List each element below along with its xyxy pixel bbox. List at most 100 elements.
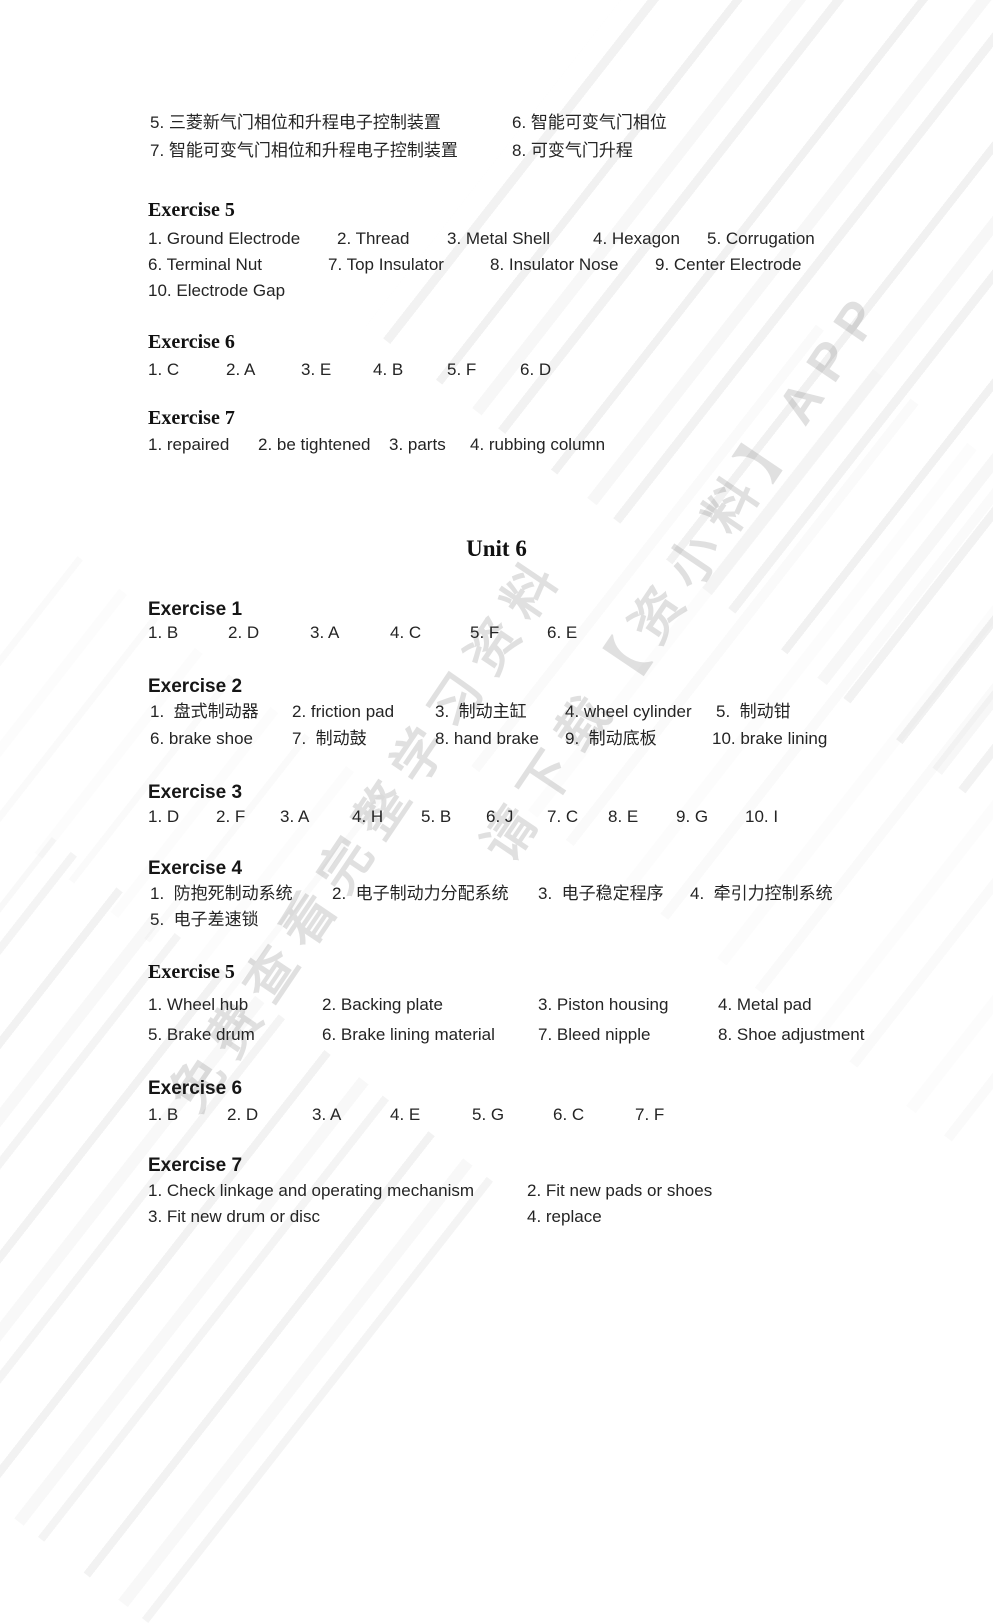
answer-item: 3. A: [312, 1105, 342, 1124]
answer-item: 3. E: [301, 360, 332, 379]
unit-title: Unit 6: [466, 536, 527, 561]
answer-item: 4. Hexagon: [593, 229, 680, 248]
section-heading-exercise-6: Exercise 6: [148, 1078, 243, 1099]
answer-item: 5. 电子差速锁: [150, 910, 259, 929]
answer-item: 4. B: [373, 360, 404, 379]
answer-item: 7. C: [547, 807, 579, 826]
answer-row: 3. Fit new drum or disc 4. replace: [0, 1206, 993, 1230]
answer-item: 9. G: [676, 807, 709, 826]
answer-item: 10. Electrode Gap: [148, 281, 286, 300]
answer-item: 1. Check linkage and operating mechanism: [148, 1181, 475, 1200]
answer-item: 1. B: [148, 1105, 179, 1124]
answer-row: 7. 智能可变气门相位和升程电子控制装置 8. 可变气门升程: [0, 140, 993, 164]
section-heading-exercise-7: Exercise 7: [148, 407, 235, 429]
answer-row: 1. repaired 2. be tightened 3. parts 4. …: [0, 434, 993, 458]
answer-item: 8. hand brake: [435, 729, 539, 748]
answer-item: 5. Brake drum: [148, 1025, 255, 1044]
section-heading-exercise-6: Exercise 6: [148, 331, 235, 353]
section-heading-exercise-3: Exercise 3: [148, 782, 243, 803]
answer-item: 2. D: [227, 1105, 259, 1124]
answer-row: 5. 电子差速锁: [0, 909, 993, 933]
answer-item: 1. 盘式制动器: [150, 702, 259, 721]
answer-item: 5. B: [421, 807, 452, 826]
answer-item: 3. Metal Shell: [447, 229, 550, 248]
answer-item: 6. D: [520, 360, 552, 379]
answer-item: 6. Terminal Nut: [148, 255, 263, 274]
answer-item: 1. D: [148, 807, 180, 826]
section-heading-exercise-1: Exercise 1: [148, 599, 243, 620]
answer-item: 6. Brake lining material: [322, 1025, 495, 1044]
answer-item: 8. Insulator Nose: [490, 255, 619, 274]
answer-item: 2. A: [226, 360, 256, 379]
answer-item: 6. E: [547, 623, 578, 642]
answer-row: 6. Terminal Nut 7. Top Insulator 8. Insu…: [0, 254, 993, 278]
answer-row: 5. Brake drum 6. Brake lining material 7…: [0, 1024, 993, 1048]
answer-row: 1. Ground Electrode 2. Thread 3. Metal S…: [0, 228, 993, 252]
answer-item: 7. Top Insulator: [328, 255, 444, 274]
answer-row: 1. Check linkage and operating mechanism…: [0, 1180, 993, 1204]
answer-row: 1. 防抱死制动系统 2. 电子制动力分配系统 3. 电子稳定程序 4. 牵引力…: [0, 883, 993, 907]
section-heading-exercise-7: Exercise 7: [148, 1155, 243, 1176]
answer-item: 1. Wheel hub: [148, 995, 249, 1014]
answer-item: 1. C: [148, 360, 180, 379]
answer-item: 8. Shoe adjustment: [718, 1025, 865, 1044]
answer-item: 1. Ground Electrode: [148, 229, 301, 248]
answer-item: 5. 制动钳: [716, 702, 791, 721]
answer-item: 7. F: [635, 1105, 665, 1124]
answer-item: 7. 智能可变气门相位和升程电子控制装置: [150, 141, 458, 160]
answer-item: 2. F: [216, 807, 246, 826]
section-heading-exercise-2: Exercise 2: [148, 676, 243, 697]
answer-item: 10. I: [745, 807, 779, 826]
answer-item: 5. 三菱新气门相位和升程电子控制装置: [150, 113, 441, 132]
answer-item: 1. 防抱死制动系统: [150, 884, 293, 903]
answer-item: 2. D: [228, 623, 260, 642]
answer-item: 3. 制动主缸: [435, 702, 527, 721]
answer-item: 3. Fit new drum or disc: [148, 1207, 320, 1226]
answer-item: 5. F: [447, 360, 477, 379]
answer-item: 2. Thread: [337, 229, 410, 248]
answer-item: 3. 电子稳定程序: [538, 884, 664, 903]
answer-item: 6. J: [486, 807, 514, 826]
answer-item: 6. C: [553, 1105, 585, 1124]
answer-item: 4. Metal pad: [718, 995, 812, 1014]
answer-item: 3. parts: [389, 435, 446, 454]
answer-item: 9. Center Electrode: [655, 255, 802, 274]
answer-item: 10. brake lining: [712, 729, 828, 748]
answer-item: 8. E: [608, 807, 639, 826]
section-heading-exercise-5: Exercise 5: [148, 199, 235, 221]
answer-item: 2. friction pad: [292, 702, 395, 721]
answer-item: 3. A: [310, 623, 340, 642]
answer-row: 1. C 2. A 3. E 4. B 5. F 6. D: [0, 359, 993, 383]
answer-item: 2. Backing plate: [322, 995, 443, 1014]
answer-item: 6. brake shoe: [150, 729, 254, 748]
answer-item: 9. 制动底板: [565, 729, 657, 748]
answer-item: 3. A: [280, 807, 310, 826]
answer-item: 6. 智能可变气门相位: [512, 113, 667, 132]
answer-item: 7. Bleed nipple: [538, 1025, 651, 1044]
answer-item: 3. Piston housing: [538, 995, 669, 1014]
section-heading-exercise-4: Exercise 4: [148, 858, 243, 879]
answer-row: 1. B 2. D 3. A 4. E 5. G 6. C 7. F: [0, 1104, 993, 1128]
section-heading-exercise-5: Exercise 5: [148, 961, 235, 983]
answer-item: 4. 牵引力控制系统: [690, 884, 833, 903]
answer-row: 1. B 2. D 3. A 4. C 5. F 6. E: [0, 622, 993, 646]
answer-row: 5. 三菱新气门相位和升程电子控制装置 6. 智能可变气门相位: [0, 112, 993, 136]
answer-item: 2. 电子制动力分配系统: [332, 884, 509, 903]
answer-item: 5. F: [470, 623, 500, 642]
answer-item: 4. rubbing column: [470, 435, 606, 454]
answer-item: 4. replace: [527, 1207, 602, 1226]
answer-item: 7. 制动鼓: [292, 729, 367, 748]
answer-item: 1. repaired: [148, 435, 230, 454]
answer-item: 5. G: [472, 1105, 505, 1124]
answer-row: 6. brake shoe 7. 制动鼓 8. hand brake 9. 制动…: [0, 728, 993, 752]
answer-item: 8. 可变气门升程: [512, 141, 633, 160]
answer-item: 2. Fit new pads or shoes: [527, 1181, 713, 1200]
answer-item: 1. B: [148, 623, 179, 642]
answer-item: 2. be tightened: [258, 435, 371, 454]
answer-row: 10. Electrode Gap: [0, 280, 993, 304]
answer-row: 1. D 2. F 3. A 4. H 5. B 6. J 7. C 8. E …: [0, 806, 993, 830]
answer-row: 1. Wheel hub 2. Backing plate 3. Piston …: [0, 994, 993, 1018]
answer-item: 4. wheel cylinder: [565, 702, 692, 721]
answer-item: 4. E: [390, 1105, 421, 1124]
